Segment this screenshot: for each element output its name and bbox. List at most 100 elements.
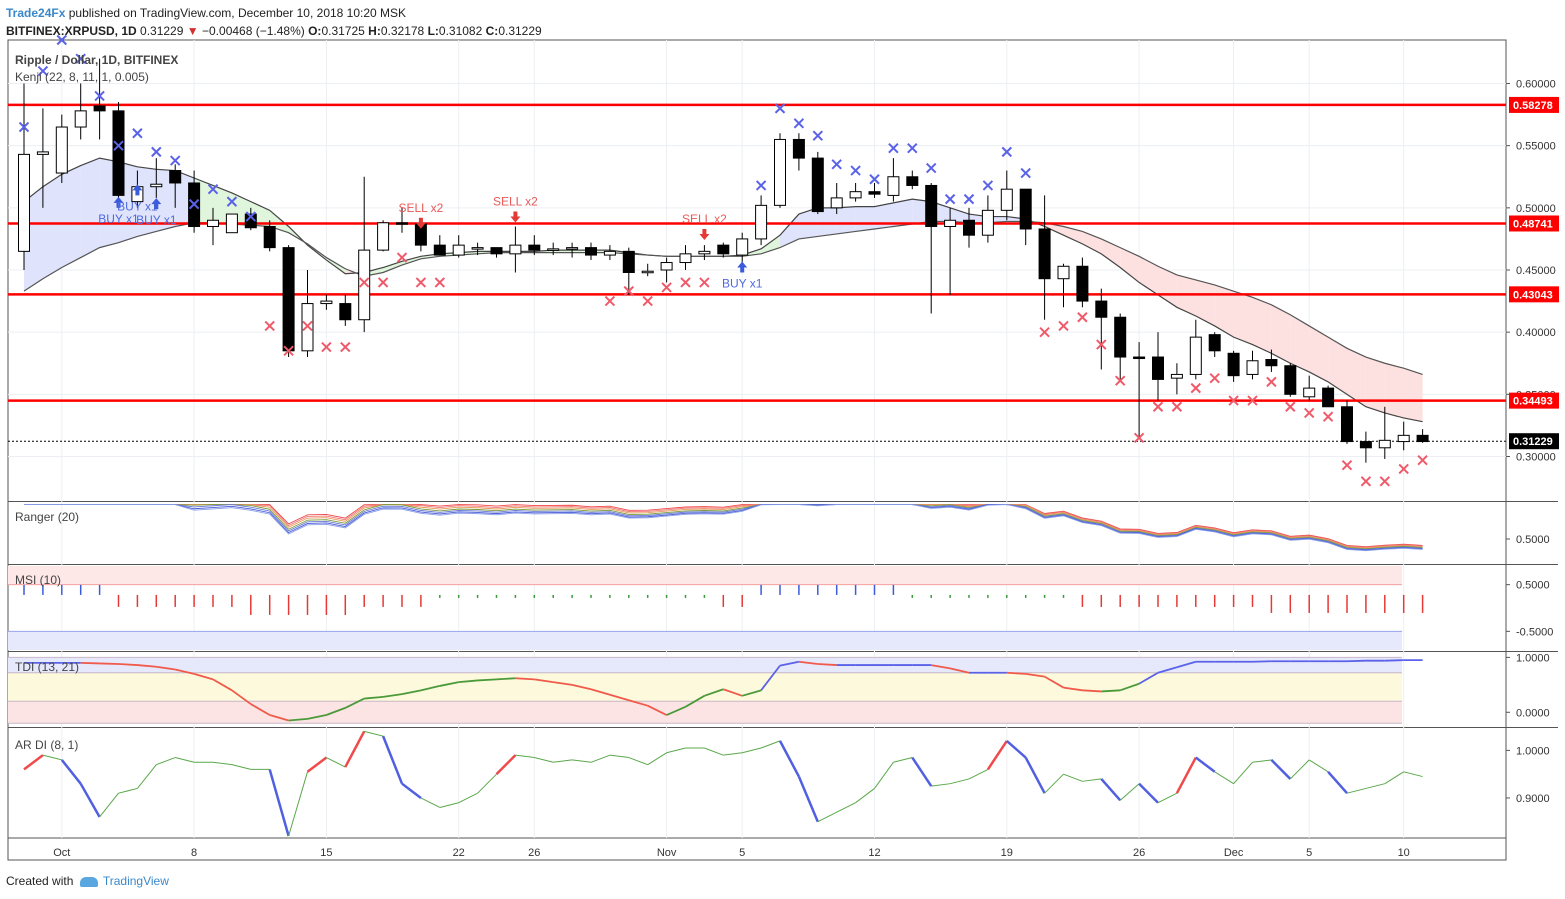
candle-body [849,191,862,199]
buy-arrow-icon [737,261,748,273]
ardi-line-segment [797,776,819,823]
x-marker [226,196,238,207]
candle-body [1416,434,1429,443]
candle-body [660,262,673,271]
ardi-line-segment [1044,773,1064,794]
ardi-line-segment [647,752,667,766]
x-marker [415,277,427,288]
kenji-cloud-segment [1271,304,1291,364]
ardi-line-segment [1024,756,1046,794]
tdi-line-segment [382,693,403,698]
tdi-line-segment [364,696,384,700]
candle-body [641,270,654,274]
ardi-title: AR DI (8, 1) [15,738,78,752]
x-marker [1058,320,1069,332]
ardi-line-segment [1289,759,1310,780]
ardi-line-segment [1403,771,1423,778]
kenji-cloud-segment [80,158,100,258]
tdi-line-segment [628,699,648,707]
tradingview-link[interactable]: TradingView [102,874,169,888]
ranger-band-line [24,504,1423,550]
tdi-line-segment [420,685,441,692]
sell-arrow-icon [415,217,426,229]
last-price-tag [1509,433,1559,450]
level-price-label: 0.43043 [1513,289,1553,301]
x-tick-label: 22 [453,847,465,859]
x-tick-label: 8 [191,847,197,859]
candle-body [1246,360,1259,375]
tdi-line-segment [534,678,554,683]
publisher-name[interactable]: Trade24Fx [6,6,66,20]
kenji-cloud-segment [61,165,81,268]
tdi-line-segment [647,704,667,716]
candle-body [320,300,333,305]
candle-body [585,247,597,256]
tdi-line-segment [704,688,724,697]
tdi-line-segment [571,683,592,691]
y-tick-label: 0.9000 [1516,793,1550,805]
kenji-cloud-segment [383,261,402,273]
tdi-line-segment [1006,671,1026,675]
x-marker [982,180,994,191]
ardi-line-segment [458,792,478,804]
ardi-line-segment [1308,759,1329,773]
x-marker [1398,463,1409,475]
ardi-line-segment [1063,773,1083,782]
candle-body [112,110,125,196]
tdi-line-segment [817,663,837,666]
sell-signal-label: SELL x2 [493,195,538,209]
candle-body [377,222,390,251]
candle-body [509,244,522,255]
x-tick-label: 10 [1398,847,1410,859]
candle-body [1359,441,1372,449]
tdi-line-segment [156,665,176,671]
last-price-label: 0.31229 [1513,436,1553,448]
tdi-line-segment [231,689,252,705]
tdi-line-segment [1346,659,1366,663]
low-label: L: [427,24,439,38]
ardi-line-segment [628,757,648,766]
low-value: 0.31082 [438,24,483,38]
candle-body [1019,188,1032,230]
x-marker [604,295,616,307]
ardi-line-segment [1270,759,1292,780]
chart-canvas[interactable]: Oct 8 15 22 26 Nov 5 12 19 26 Dec 5 10 0.60000 0.55000… [0,0,1565,870]
x-marker [56,34,68,46]
level-price-label: 0.48741 [1513,218,1553,230]
candle-body [1095,300,1108,318]
candle-body [1303,387,1316,398]
buy-arrow-icon [132,184,143,196]
ardi-line-segment [60,759,82,785]
kenji-cloud-segment [1120,247,1140,283]
candle-body [887,176,900,196]
x-marker [377,277,389,288]
footer: Created with TradingView [6,874,169,888]
tradingview-logo-icon [79,876,98,887]
candle-body [622,250,635,273]
x-marker [869,174,880,185]
buy-signal-label: BUY x1 [117,199,158,213]
sell-signal-label: SELL x2 [682,212,727,226]
buy-signal-label: BUY x1 [136,213,177,227]
candle-body [358,249,371,321]
x-marker [264,320,275,332]
x-marker [850,165,861,176]
x-marker [925,162,937,174]
ardi-line-segment [477,773,497,794]
x-marker [321,341,332,353]
buy-signal-label: BUY x1 [722,277,763,291]
x-marker [1379,476,1391,487]
x-marker [18,121,30,133]
candle-body [1284,365,1297,395]
sell-arrow-icon [699,228,710,240]
x-marker [75,53,86,64]
tdi-line-segment [931,664,951,670]
tdi-line-segment [1082,689,1102,693]
kenji-cloud-segment [1328,337,1347,395]
x-marker [37,65,49,77]
tdi-line-segment [1252,660,1272,663]
candle-body [396,222,408,225]
x-marker [1247,395,1258,406]
candle-body [490,247,503,255]
tdi-line-segment [1176,660,1197,669]
